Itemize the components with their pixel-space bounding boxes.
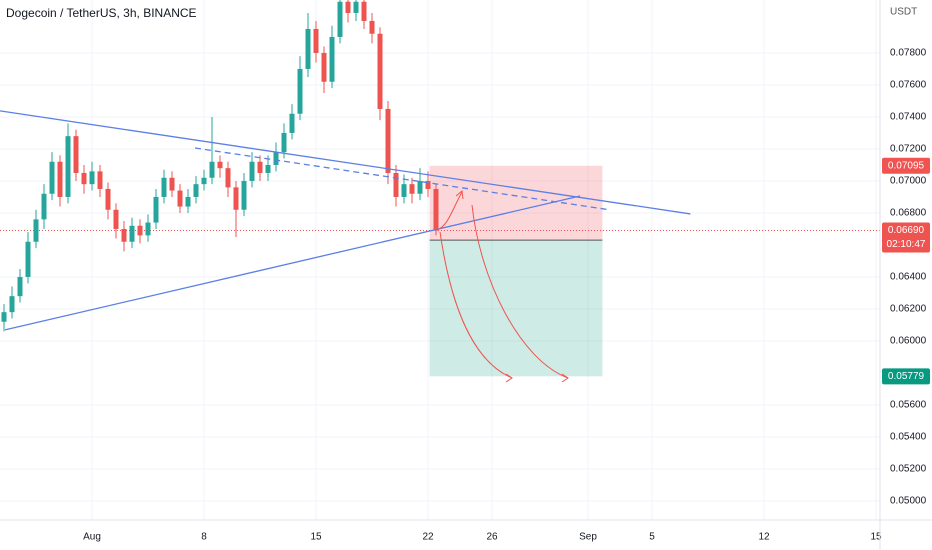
candle-body	[65, 136, 71, 197]
candle-body	[153, 196, 159, 223]
candle-body	[249, 161, 255, 181]
candle-body	[33, 219, 39, 242]
candle-body	[329, 36, 335, 82]
candle-body	[305, 28, 311, 69]
candle-body	[225, 168, 231, 188]
candle-body	[257, 161, 263, 173]
candle-body	[113, 209, 119, 229]
candle-body	[289, 113, 295, 133]
countdown: 02:10:47	[887, 239, 926, 250]
candle-body	[337, 1, 343, 37]
x-tick-label: 5	[649, 532, 655, 543]
candle-body	[41, 193, 47, 220]
candle-body	[25, 241, 31, 277]
x-tick-label: Sep	[579, 532, 597, 543]
arrow	[439, 231, 513, 379]
candle-body	[393, 172, 399, 197]
y-tick-label: 0.07600	[890, 80, 927, 91]
candle-body	[297, 68, 303, 114]
x-tick-label: 15	[870, 532, 882, 543]
candle-body	[57, 161, 63, 197]
candle-body	[17, 276, 23, 297]
chart-title: Dogecoin / TetherUS, 3h, BINANCE	[6, 6, 197, 20]
price-badge	[882, 157, 930, 174]
arrow-head	[505, 373, 513, 383]
candle-body	[233, 187, 239, 210]
candle-body	[377, 33, 383, 109]
candle-body	[217, 161, 223, 169]
x-tick-label: 15	[310, 532, 322, 543]
candle-body	[209, 161, 215, 178]
candle-body	[129, 225, 135, 242]
candle-body	[361, 1, 367, 21]
candle-body	[121, 228, 127, 242]
trend-line	[4, 195, 581, 331]
candle-body	[97, 171, 103, 189]
price-badge	[882, 368, 930, 385]
candle-body	[417, 180, 423, 194]
y-tick-label: 0.07200	[890, 144, 927, 155]
candle-body	[169, 177, 175, 191]
candle-body	[385, 108, 391, 173]
candle-body	[241, 180, 247, 210]
y-tick-label: 0.05200	[890, 464, 927, 475]
x-tick-label: 22	[422, 532, 434, 543]
y-tick-label: 0.07800	[890, 48, 927, 59]
candle-body	[313, 28, 319, 53]
x-tick-label: 12	[758, 532, 770, 543]
axis-unit: USDT	[890, 7, 917, 18]
price-badge-label: 0.06690	[888, 225, 925, 236]
y-tick-label: 0.06400	[890, 272, 927, 283]
candle-body	[81, 172, 87, 185]
target-zone	[429, 240, 603, 377]
price-badge-label: 0.05779	[888, 371, 925, 382]
candle-body	[273, 152, 279, 165]
candle-body	[281, 132, 287, 153]
candle-body	[185, 196, 191, 207]
y-tick-label: 0.05400	[890, 432, 927, 443]
candle-body	[137, 225, 143, 236]
candle-body	[1, 312, 7, 322]
candle-body	[9, 296, 15, 313]
price-badge-label: 0.07095	[888, 160, 925, 171]
under-layer	[0, 0, 880, 520]
candle-body	[193, 184, 199, 197]
price-badge	[882, 222, 930, 253]
y-tick-label: 0.06800	[890, 208, 927, 219]
y-tick-label: 0.07000	[890, 176, 927, 187]
y-tick-label: 0.06200	[890, 304, 927, 315]
y-tick-label: 0.05600	[890, 400, 927, 411]
candle-body	[89, 171, 95, 185]
stop-zone	[429, 165, 603, 241]
candle-body	[177, 190, 183, 207]
candle-body	[105, 188, 111, 210]
y-tick-label: 0.06000	[890, 336, 927, 347]
candle-body	[425, 180, 431, 189]
candle-body	[265, 164, 271, 173]
candle-body	[345, 1, 351, 13]
arrow-head	[561, 373, 569, 383]
candle-body	[73, 136, 79, 173]
candle-body	[201, 177, 207, 185]
arrow	[436, 191, 463, 231]
candle-body	[401, 184, 407, 197]
candle-body	[321, 52, 327, 82]
y-tick-label: 0.07400	[890, 112, 927, 123]
candle-body	[49, 161, 55, 194]
candle-body	[369, 20, 375, 34]
candle-body	[161, 177, 167, 197]
candle-body	[353, 1, 359, 13]
y-tick-label: 0.05000	[890, 496, 927, 507]
arrow-head	[455, 190, 464, 200]
candle-body	[433, 188, 439, 231]
x-tick-label: 8	[201, 532, 207, 543]
x-tick-label: Aug	[83, 532, 101, 543]
candle-body	[145, 222, 151, 236]
x-tick-label: 26	[486, 532, 498, 543]
arrow	[471, 204, 569, 379]
candle-body	[409, 184, 415, 194]
